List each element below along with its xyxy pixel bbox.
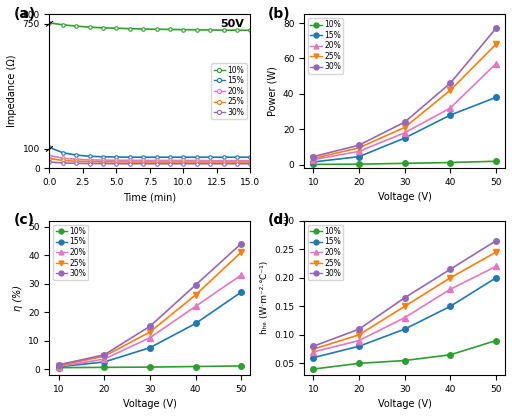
- Text: (c): (c): [13, 213, 34, 227]
- X-axis label: Time (min): Time (min): [123, 193, 177, 203]
- Text: (a): (a): [13, 7, 35, 20]
- Legend: 10%, 15%, 20%, 25%, 30%: 10%, 15%, 20%, 25%, 30%: [308, 225, 343, 280]
- Y-axis label: hₕₑ (W·m⁻²·℃⁻¹): hₕₑ (W·m⁻²·℃⁻¹): [260, 261, 269, 334]
- Text: (d): (d): [268, 213, 291, 227]
- Legend: 10%, 15%, 20%, 25%, 30%: 10%, 15%, 20%, 25%, 30%: [211, 63, 247, 119]
- Text: (b): (b): [268, 7, 291, 20]
- Y-axis label: Power (W): Power (W): [267, 66, 278, 116]
- Legend: 10%, 15%, 20%, 25%, 30%: 10%, 15%, 20%, 25%, 30%: [308, 18, 343, 74]
- Y-axis label: η (%): η (%): [13, 285, 23, 311]
- X-axis label: Voltage (V): Voltage (V): [378, 399, 432, 409]
- X-axis label: Voltage (V): Voltage (V): [378, 193, 432, 203]
- X-axis label: Voltage (V): Voltage (V): [123, 399, 177, 409]
- Legend: 10%, 15%, 20%, 25%, 30%: 10%, 15%, 20%, 25%, 30%: [53, 225, 89, 280]
- Y-axis label: Impedance (Ω): Impedance (Ω): [7, 55, 17, 127]
- Text: 50V: 50V: [221, 19, 244, 29]
